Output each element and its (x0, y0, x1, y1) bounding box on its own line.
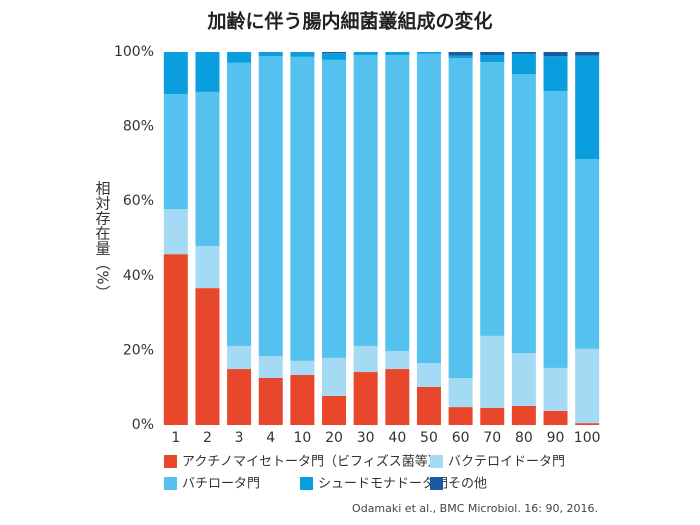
bar-segment (543, 367, 568, 411)
bar-segment (290, 375, 315, 425)
bar-segment (163, 52, 188, 95)
bar-segment (258, 56, 283, 356)
bar-segment (163, 94, 188, 210)
bar-segment (322, 357, 347, 396)
bar-segment (575, 159, 600, 349)
bar-segment (290, 52, 315, 57)
bar-segment (511, 405, 536, 425)
x-tick-label: 1 (171, 430, 180, 446)
bar-segment (258, 355, 283, 379)
bar-segment (353, 54, 378, 346)
legend-swatch (430, 455, 443, 468)
bar-segment (511, 353, 536, 406)
bar-segment (195, 91, 220, 246)
source: Odamaki et al., BMC Microbiol. 16: 90, 2… (352, 502, 598, 515)
bar-segment (511, 74, 536, 354)
x-tick-label: 60 (452, 430, 470, 446)
x-tick-label: 4 (266, 430, 275, 446)
bar-segment (448, 378, 473, 408)
bar-segment (448, 55, 473, 58)
x-tick-label: 30 (357, 430, 375, 446)
legend-swatch (300, 477, 313, 490)
bar-segment (416, 386, 441, 425)
bar-segment (448, 57, 473, 379)
legend-label: バクテロイドータ門 (448, 455, 565, 470)
chart-title: 加齢に伴う腸内細菌叢組成の変化 (206, 10, 492, 33)
bar-segment (227, 62, 252, 346)
x-tick-label: 2 (203, 430, 212, 446)
bar-segment (353, 52, 378, 55)
x-tick-label: 10 (293, 430, 311, 446)
bar-segment (385, 351, 410, 370)
x-tick-label: 3 (235, 430, 244, 446)
bar-segment (385, 52, 410, 55)
x-tick-label: 90 (547, 430, 565, 446)
bar-segment (290, 56, 315, 361)
x-tick-label: 40 (388, 430, 406, 446)
legend-label: その他 (448, 477, 487, 492)
bar-segment (353, 372, 378, 425)
bar-segment (543, 56, 568, 92)
bar-segment (163, 209, 188, 255)
bar-segment (322, 59, 347, 358)
bar-segment (385, 54, 410, 352)
bar-segment (575, 55, 600, 160)
bar-segment (416, 53, 441, 364)
bar-segment (258, 378, 283, 425)
bar-segment (195, 288, 220, 425)
x-tick-label: 50 (420, 430, 438, 446)
bar-segment (575, 423, 600, 425)
bar-segment (575, 52, 600, 56)
y-tick-label: 60% (123, 193, 154, 209)
bar-segment (543, 52, 568, 57)
y-tick-label: 80% (123, 119, 154, 135)
legend-label: アクチノマイセトータ門（ビフィズス菌等） (182, 454, 441, 470)
legend-label: シュードモナドータ門 (318, 477, 448, 492)
bar-segment (480, 62, 505, 336)
bar-segment (195, 52, 220, 92)
bar-segment (195, 245, 220, 289)
y-tick-label: 20% (123, 342, 154, 358)
bar-segment (290, 360, 315, 376)
y-tick-label: 40% (123, 268, 154, 284)
bar-segment (448, 407, 473, 425)
bar-segment (543, 91, 568, 368)
bar-segment (511, 52, 536, 54)
bar-segment (322, 53, 347, 60)
x-tick-label: 100 (574, 430, 601, 446)
bar-segment (416, 363, 441, 387)
bar-segment (322, 52, 347, 54)
bar-segment (575, 348, 600, 424)
x-tick-label: 20 (325, 430, 343, 446)
legend-swatch (164, 455, 177, 468)
x-tick-label: 80 (515, 430, 533, 446)
legend-swatch (164, 477, 177, 490)
bar-segment (353, 345, 378, 373)
legend-label: バチロータ門 (182, 477, 260, 492)
legend-swatch (430, 477, 443, 490)
y-tick-label: 0% (132, 417, 154, 433)
bar-segment (480, 335, 505, 408)
bar-segment (163, 254, 188, 425)
bar-segment (511, 53, 536, 75)
bar-segment (227, 345, 252, 370)
bar-segment (227, 369, 252, 425)
bar-segment (480, 52, 505, 55)
x-tick-label: 70 (483, 430, 501, 446)
bar-segment (416, 52, 441, 54)
bar-segment (322, 395, 347, 425)
y-axis-label: 相対存在量（%） (94, 180, 112, 299)
bar-segment (448, 52, 473, 56)
bar-segment (480, 54, 505, 63)
bar-segment (258, 52, 283, 57)
bar-segment (227, 52, 252, 63)
bar-segment (480, 407, 505, 425)
bar-segment (385, 369, 410, 425)
y-tick-label: 100% (114, 44, 154, 60)
bar-segment (543, 410, 568, 425)
